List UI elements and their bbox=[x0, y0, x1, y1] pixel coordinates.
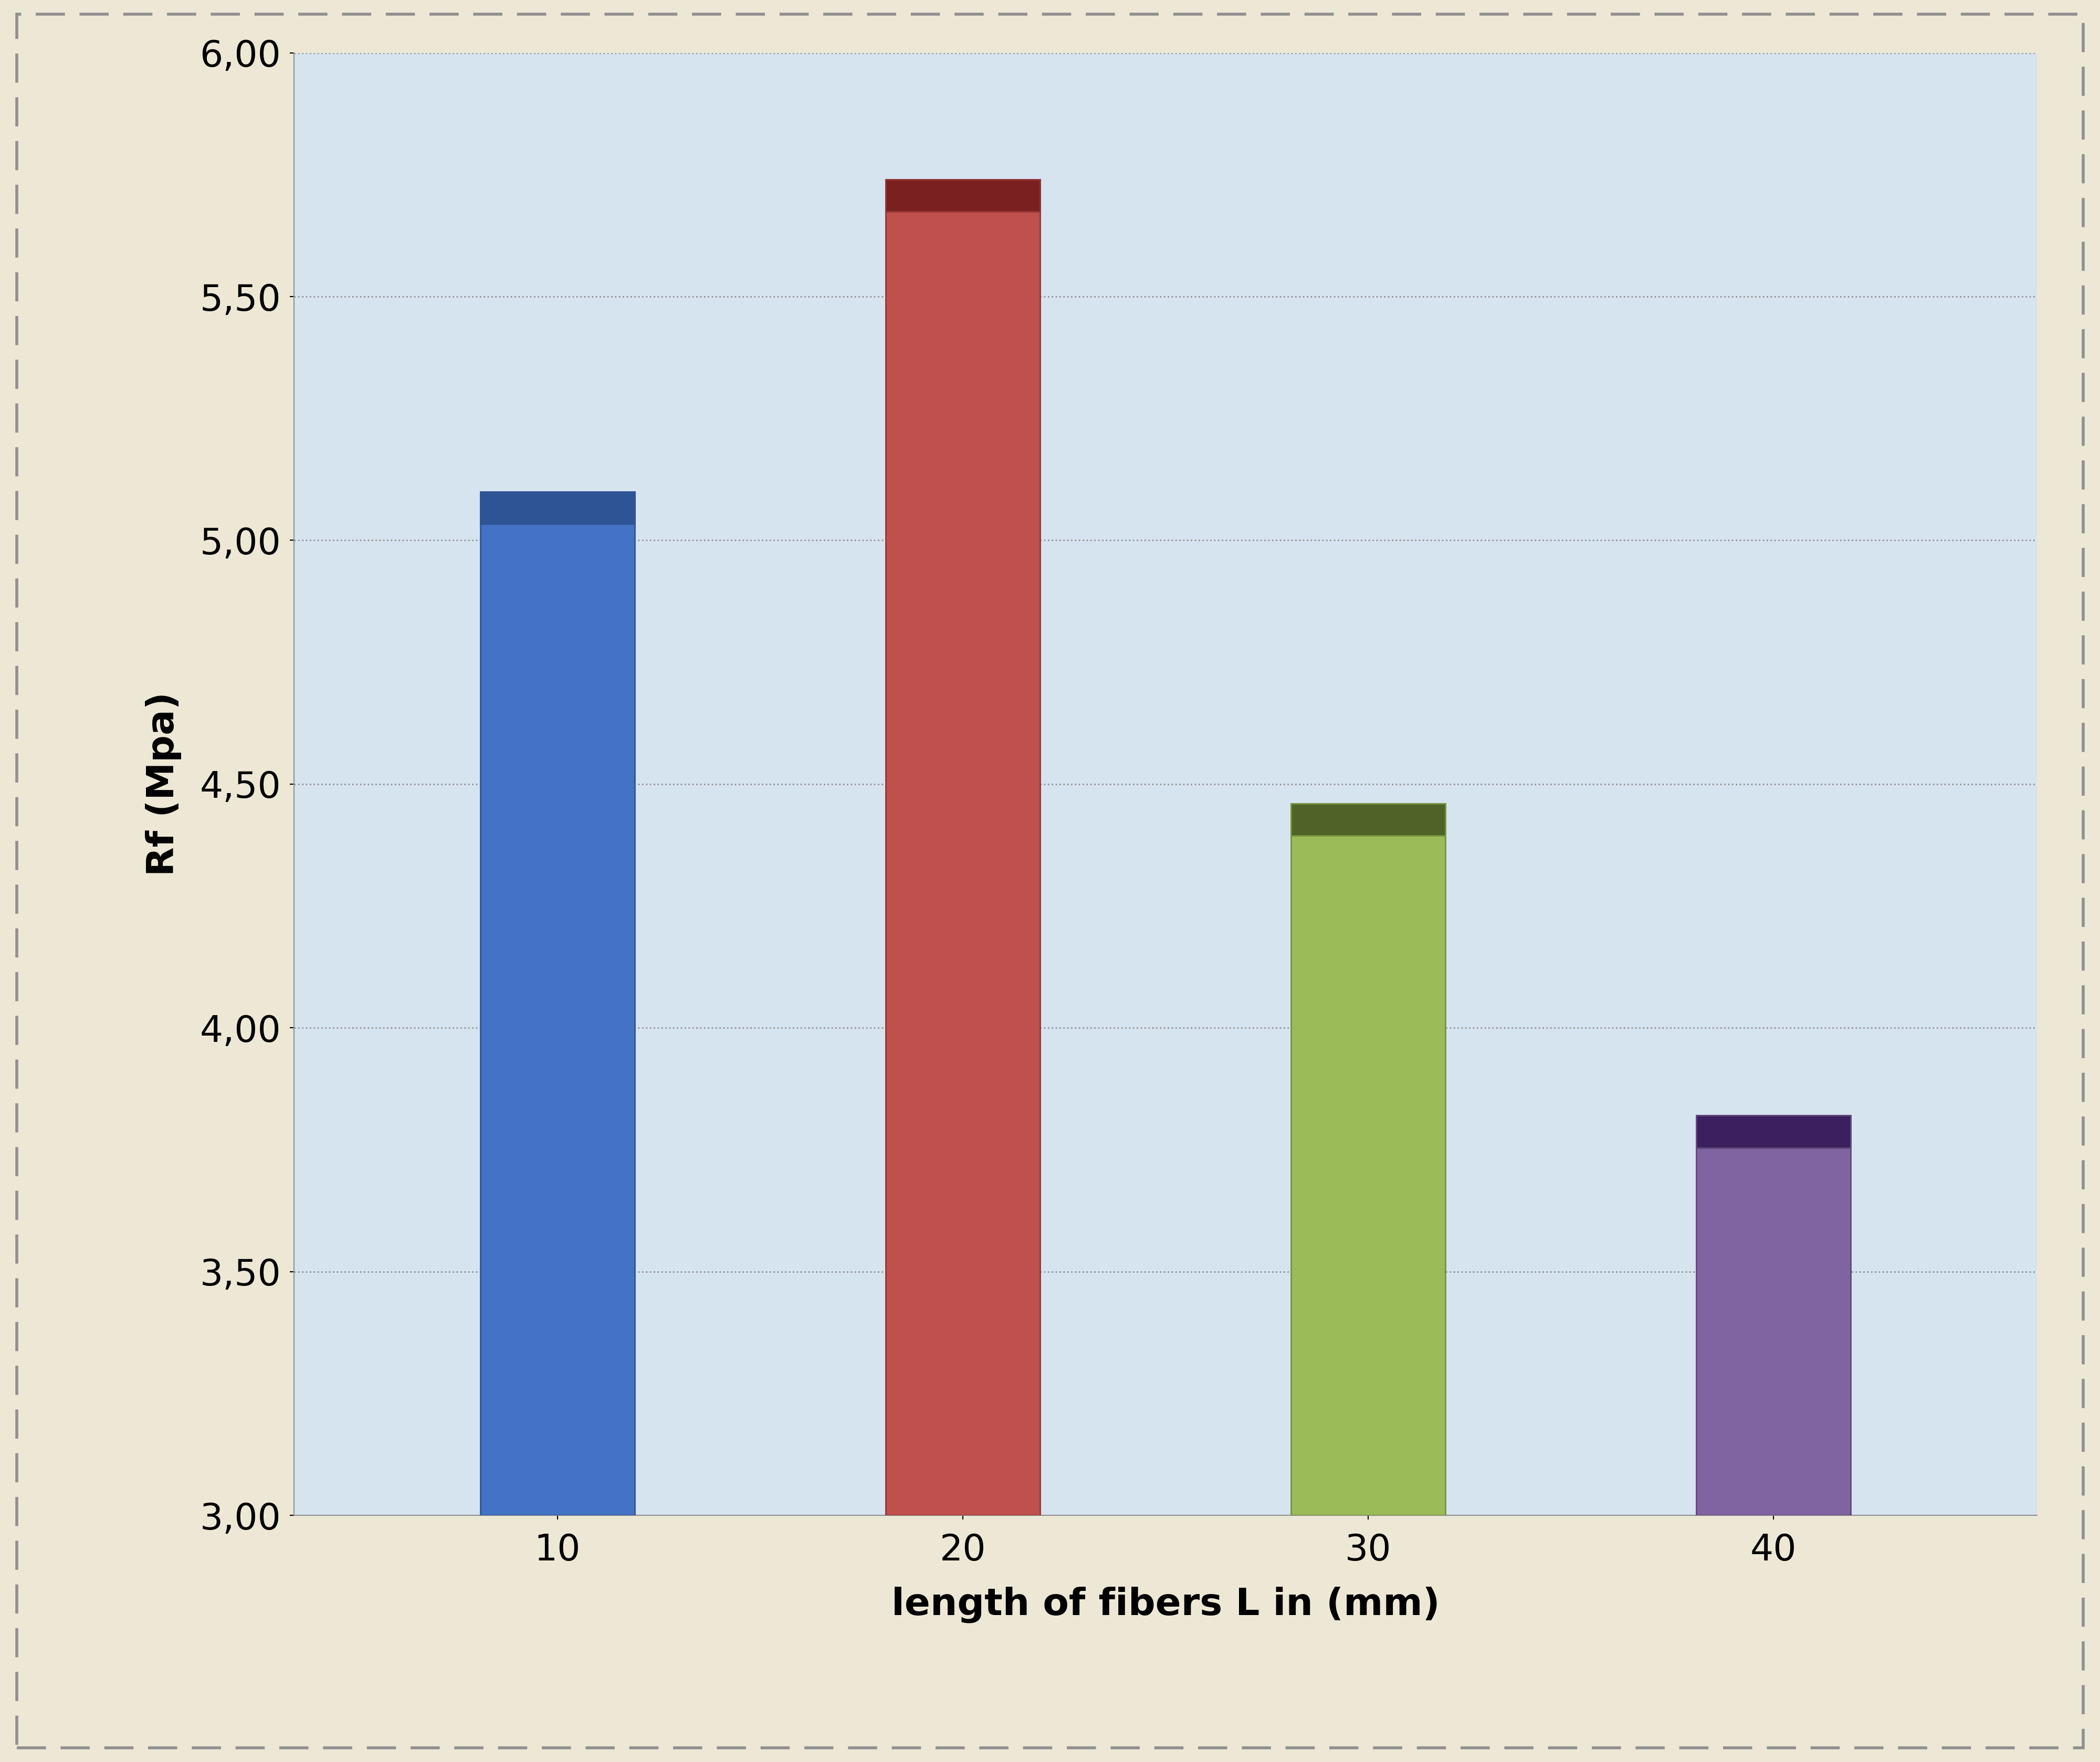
Bar bbox=[1697, 1115, 1850, 1515]
Y-axis label: Rf (Mpa): Rf (Mpa) bbox=[145, 692, 181, 876]
Bar bbox=[1697, 1115, 1850, 1147]
Bar bbox=[1292, 803, 1445, 835]
X-axis label: length of fibers L in (mm): length of fibers L in (mm) bbox=[890, 1586, 1441, 1623]
Bar bbox=[481, 492, 634, 523]
Bar bbox=[886, 180, 1040, 1515]
Bar bbox=[886, 180, 1040, 211]
Bar bbox=[481, 492, 634, 1515]
Bar bbox=[1292, 803, 1445, 1515]
